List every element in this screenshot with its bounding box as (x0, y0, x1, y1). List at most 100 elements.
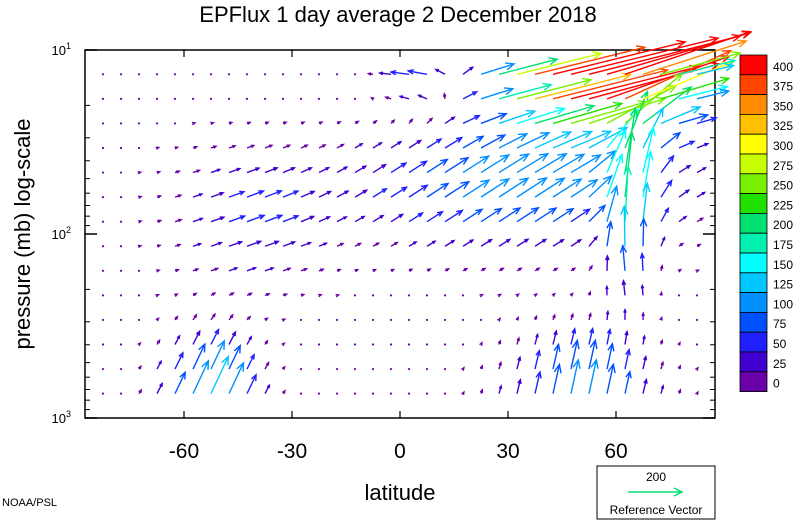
flux-vector-head (655, 106, 664, 118)
flux-vector-head (737, 39, 748, 48)
flux-vector-head (620, 204, 629, 215)
flux-vector (534, 105, 595, 125)
flux-vector-head (642, 181, 651, 193)
colorbar-swatch (739, 193, 768, 214)
flux-vector (101, 294, 105, 297)
flux-vector-head (369, 96, 375, 101)
flux-vector (606, 343, 614, 370)
colorbar-swatch (739, 371, 768, 392)
colorbar-swatch (739, 173, 768, 195)
flux-vector-head (499, 153, 511, 163)
flux-vector-head (627, 130, 636, 142)
flux-vector (119, 392, 123, 395)
flux-vector (371, 343, 375, 346)
flux-vector (588, 236, 598, 247)
colorbar-label: 275 (773, 159, 793, 173)
flux-vector (245, 73, 249, 76)
flux-vector-head (293, 215, 300, 220)
flux-vector (480, 113, 507, 125)
flux-vector (624, 349, 630, 370)
flux-vector (408, 212, 423, 223)
flux-vector-head (548, 207, 558, 215)
flux-vector (210, 242, 222, 247)
flux-vector (119, 367, 123, 371)
flux-vector-head (416, 139, 423, 145)
flux-vector (245, 97, 249, 100)
flux-vector (389, 343, 393, 346)
flux-vector-head (476, 135, 485, 143)
credit-label: NOAA/PSL (2, 497, 57, 509)
flux-vector (570, 328, 576, 345)
flux-vector-head (383, 96, 389, 100)
flux-vector-head (250, 373, 257, 382)
flux-vector-head (455, 136, 464, 143)
colorbar-swatch (739, 133, 768, 155)
flux-vector (444, 116, 455, 124)
flux-vector (372, 215, 384, 223)
flux-vector (426, 211, 443, 223)
flux-vector (606, 55, 730, 100)
flux-vector-head (496, 134, 507, 142)
flux-vector (317, 367, 321, 371)
flux-vector (119, 122, 123, 125)
flux-vector (606, 84, 677, 125)
flux-vector-head (236, 167, 242, 172)
flux-vector-head (519, 153, 531, 162)
flux-vector-head (378, 71, 384, 76)
flux-vector-head (174, 146, 180, 150)
flux-vector-head (159, 381, 163, 387)
flux-vector (480, 88, 514, 100)
flux-vector-head (498, 360, 502, 366)
flux-vector (192, 360, 209, 394)
flux-vector-head (406, 68, 414, 75)
flux-vector-head (391, 119, 396, 124)
flux-vector (227, 97, 231, 100)
flux-vector (335, 73, 339, 76)
flux-vector-head (174, 315, 179, 320)
flux-vector-head (218, 241, 224, 246)
flux-vector-head (606, 327, 612, 335)
flux-vector-head (420, 184, 429, 192)
flux-vector-head (343, 166, 349, 171)
colorbar-label: 325 (773, 119, 793, 133)
flux-vector-head (211, 292, 217, 296)
flux-vector-head (667, 154, 675, 163)
flux-vector (210, 356, 229, 394)
flux-vector (336, 166, 348, 174)
flux-vector-head (239, 215, 247, 220)
flux-vector-head (574, 153, 586, 162)
flux-vector (516, 357, 521, 370)
flux-vector (588, 97, 666, 125)
y-tick-label: 102 (52, 225, 71, 242)
flux-vector (192, 343, 206, 370)
flux-vector (264, 214, 283, 223)
flux-vector-head (623, 307, 627, 313)
flux-vector (498, 207, 521, 223)
flux-vector (462, 91, 477, 100)
flux-vector (227, 73, 231, 76)
flux-vector-head (268, 144, 274, 148)
flux-vector-head (174, 293, 179, 297)
flux-vector (443, 343, 447, 346)
flux-vector (660, 77, 730, 100)
flux-vector-head (565, 207, 575, 216)
flux-vector-head (536, 267, 541, 272)
flux-vector (210, 192, 224, 198)
flux-vector-head (156, 244, 162, 248)
flux-vector (462, 155, 490, 174)
flux-vector-head (659, 315, 663, 321)
colorbar-label: 0 (773, 377, 780, 391)
y-axis-label: pressure (mb) log-scale (10, 118, 35, 349)
flux-vector (534, 131, 572, 149)
flux-vector (443, 318, 447, 322)
flux-vector-head (538, 152, 550, 162)
y-axis: 101 102 103 (52, 41, 715, 426)
flux-vector-head (639, 251, 645, 259)
flux-vector-head (724, 63, 736, 72)
flux-vector (137, 97, 141, 100)
flux-vector-head (691, 106, 702, 114)
flux-vector-head (283, 121, 288, 125)
flux-vector-head (233, 267, 239, 271)
flux-vector-head (503, 87, 515, 96)
flux-vector-head (344, 190, 350, 195)
